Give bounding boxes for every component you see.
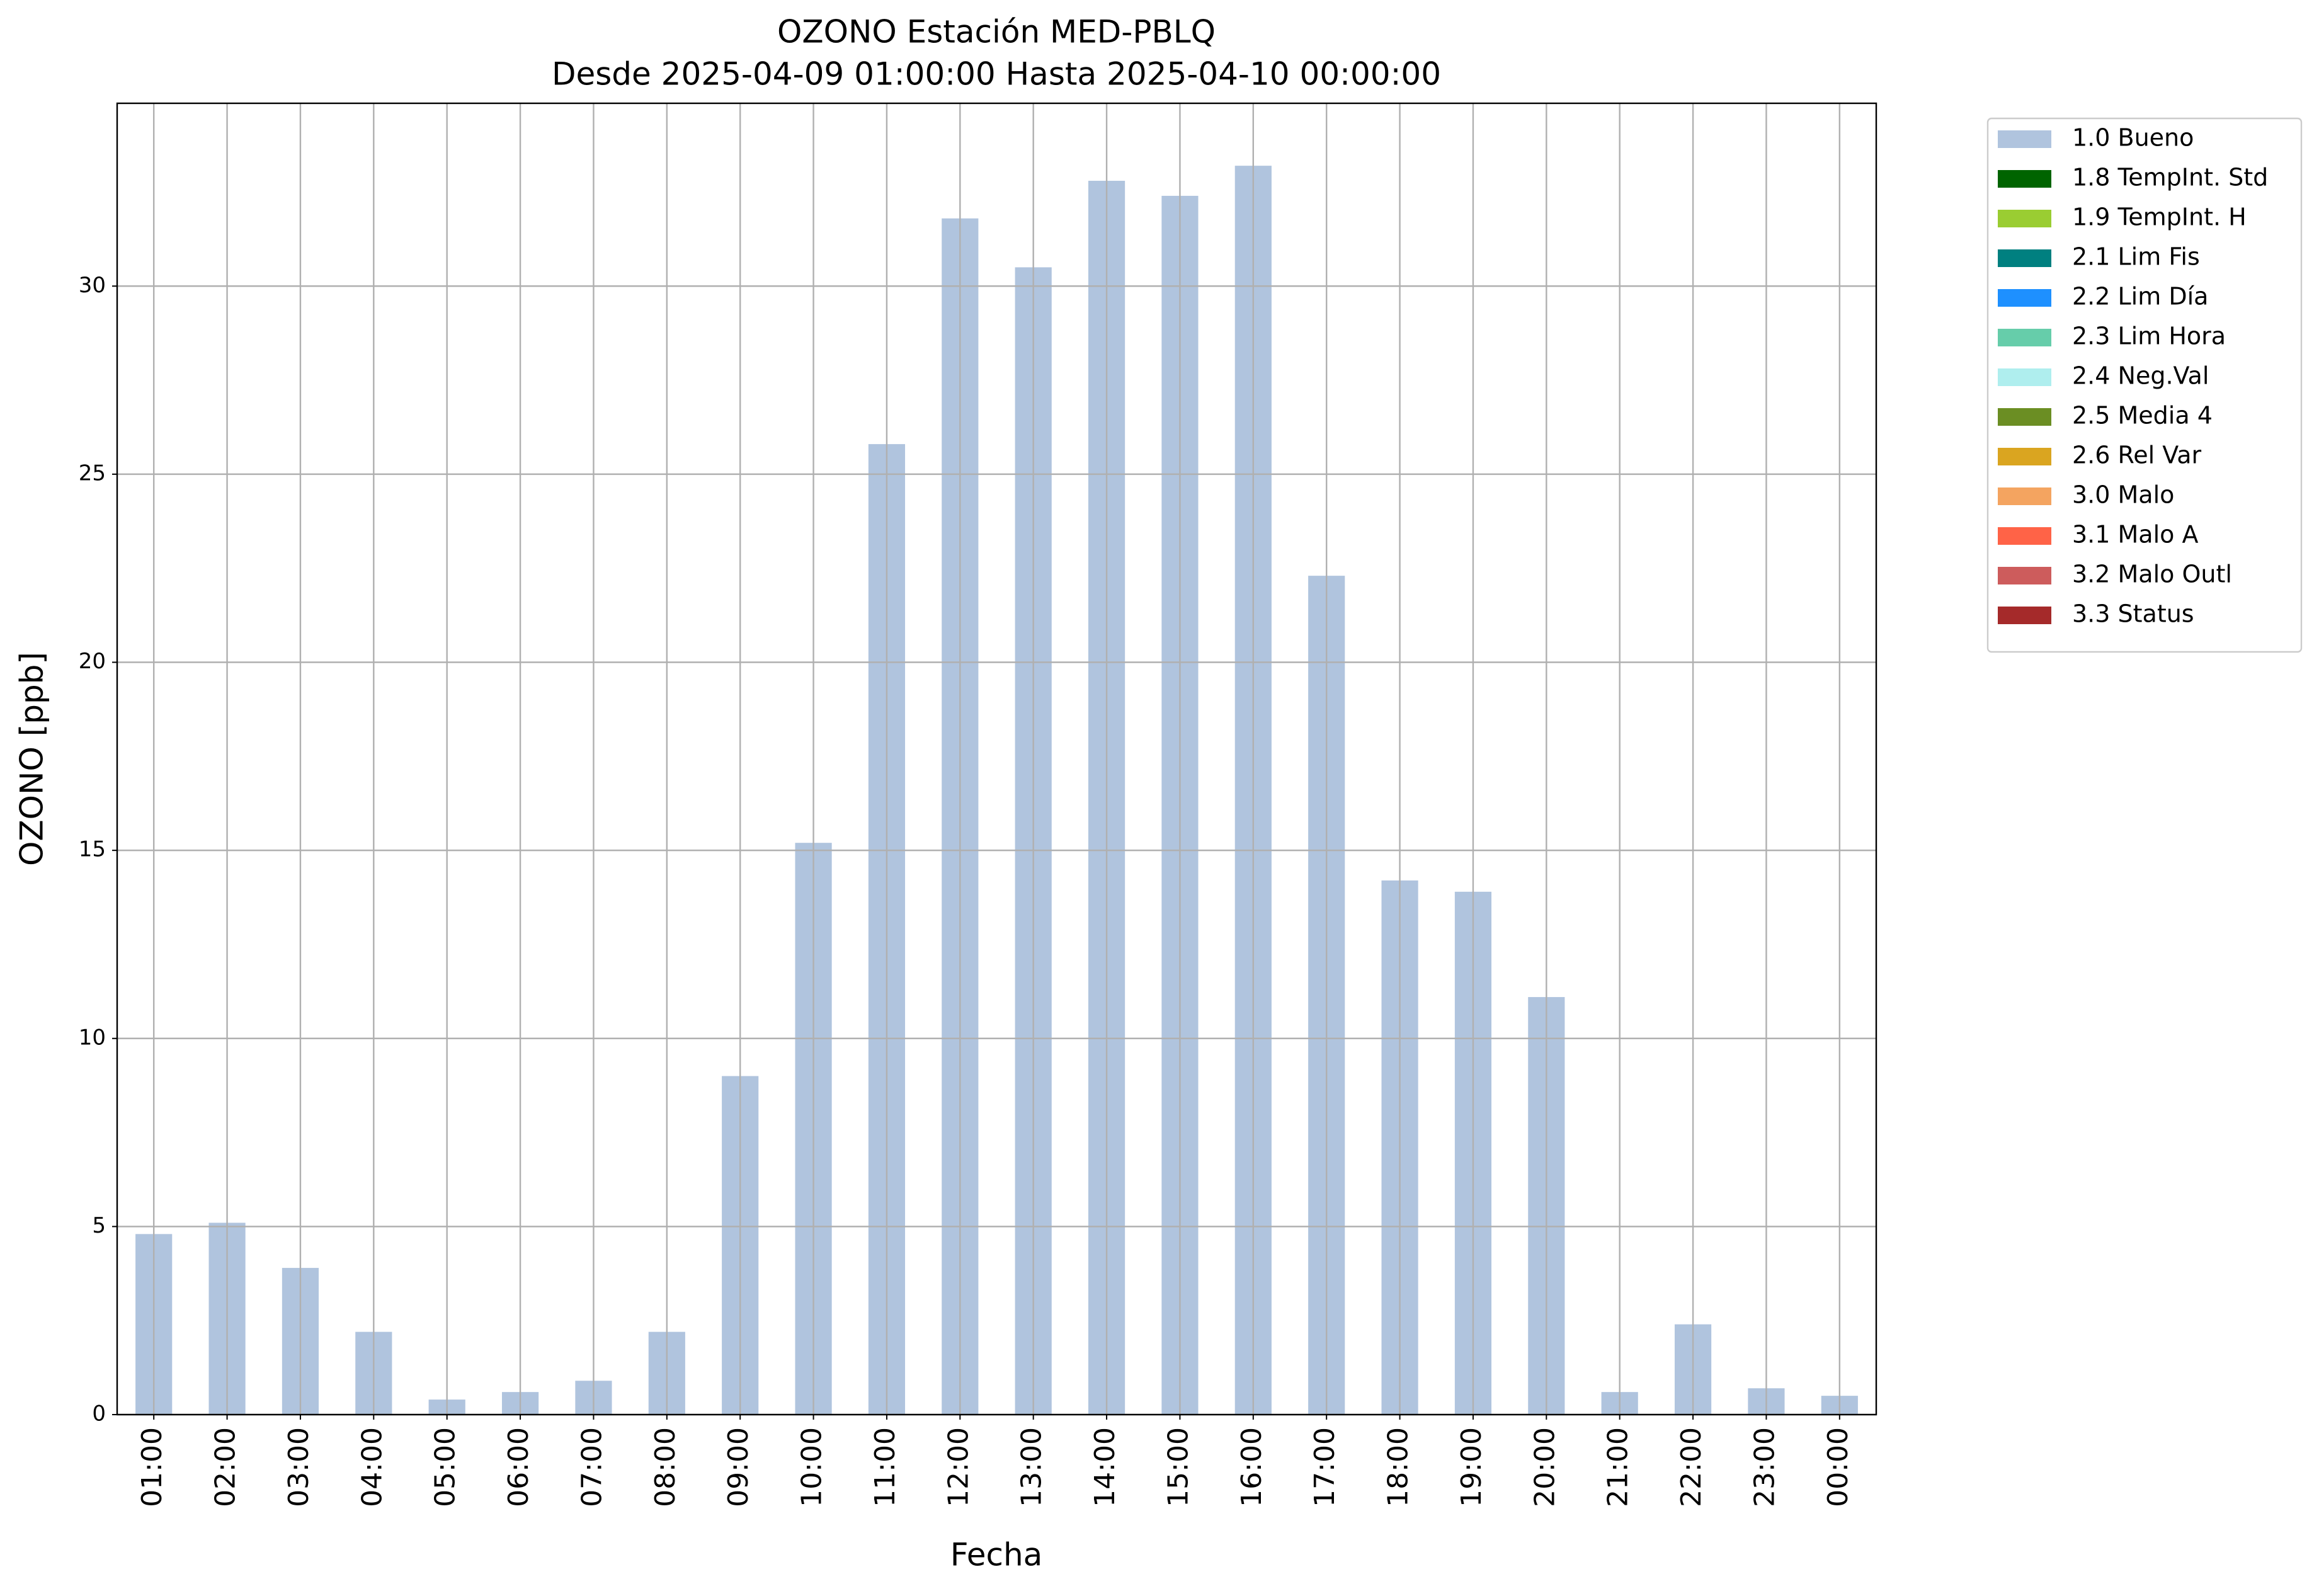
y-tick-label: 5	[92, 1213, 106, 1238]
y-tick-label: 0	[92, 1401, 106, 1427]
plot-frame	[116, 102, 1877, 1416]
legend-swatch	[1998, 249, 2051, 267]
y-axis-label: OZONO [ppb]	[14, 652, 50, 866]
legend-label: 2.3 Lim Hora	[2072, 322, 2226, 350]
x-tick-label: 05:00	[430, 1427, 462, 1507]
legend-swatch	[1998, 448, 2051, 465]
x-tick-label: 01:00	[136, 1427, 168, 1507]
legend-label: 2.5 Media 4	[2072, 402, 2213, 430]
chart-subtitle: Desde 2025-04-09 01:00:00 Hasta 2025-04-…	[552, 56, 1441, 93]
legend-swatch	[1998, 567, 2051, 584]
legend-label: 3.0 Malo	[2072, 481, 2174, 509]
legend-swatch	[1998, 130, 2051, 148]
legend-swatch	[1998, 170, 2051, 188]
x-tick-label: 21:00	[1602, 1427, 1634, 1507]
y-tick-label: 30	[79, 273, 106, 298]
legend-label: 2.6 Rel Var	[2072, 442, 2202, 469]
legend-label: 2.2 Lim Día	[2072, 283, 2208, 311]
x-tick-label: 23:00	[1748, 1427, 1781, 1507]
x-tick-label: 19:00	[1456, 1427, 1488, 1507]
x-axis-label: Fecha	[950, 1537, 1043, 1573]
x-tick-label: 07:00	[576, 1427, 608, 1507]
legend-swatch	[1998, 487, 2051, 505]
legend-label: 2.4 Neg.Val	[2072, 362, 2209, 390]
x-tick-label: 02:00	[210, 1427, 242, 1507]
chart-title: OZONO Estación MED-PBLQ	[777, 14, 1216, 50]
legend-label: 3.3 Status	[2072, 600, 2194, 628]
legend-swatch	[1998, 329, 2051, 346]
x-tick-label: 04:00	[356, 1427, 388, 1507]
x-tick-label: 12:00	[942, 1427, 974, 1507]
x-tick-label: 06:00	[503, 1427, 535, 1507]
legend-label: 3.1 Malo A	[2072, 521, 2198, 549]
x-tick-label: 09:00	[722, 1427, 755, 1507]
x-tick-label: 20:00	[1529, 1427, 1561, 1507]
legend-label: 2.1 Lim Fis	[2072, 243, 2200, 271]
legend-swatch	[1998, 607, 2051, 624]
x-tick-label: 11:00	[869, 1427, 901, 1507]
legend-swatch	[1998, 210, 2051, 227]
x-tick-label: 03:00	[283, 1427, 315, 1507]
legend-swatch	[1998, 527, 2051, 545]
y-tick-label: 25	[79, 460, 106, 486]
x-tick-label: 14:00	[1089, 1427, 1121, 1507]
legend-swatch	[1998, 368, 2051, 386]
legend-label: 1.0 Bueno	[2072, 124, 2194, 152]
legend-label: 1.8 TempInt. Std	[2072, 164, 2268, 191]
x-tick-label: 08:00	[649, 1427, 681, 1507]
legend-box	[1986, 117, 2303, 653]
legend-swatch	[1998, 289, 2051, 307]
legend-label: 1.9 TempInt. H	[2072, 203, 2247, 231]
x-tick-label: 17:00	[1309, 1427, 1341, 1507]
x-tick-label: 10:00	[796, 1427, 828, 1507]
legend-label: 3.2 Malo Outl	[2072, 561, 2232, 588]
x-tick-label: 22:00	[1675, 1427, 1707, 1507]
x-tick-label: 15:00	[1162, 1427, 1194, 1507]
x-tick-label: 00:00	[1822, 1427, 1854, 1507]
legend-swatch	[1998, 408, 2051, 426]
y-tick-label: 15	[79, 837, 106, 862]
y-tick-label: 20	[79, 649, 106, 674]
x-tick-label: 18:00	[1382, 1427, 1415, 1507]
y-tick-label: 10	[79, 1025, 106, 1050]
x-tick-label: 13:00	[1016, 1427, 1048, 1507]
x-tick-label: 16:00	[1236, 1427, 1268, 1507]
